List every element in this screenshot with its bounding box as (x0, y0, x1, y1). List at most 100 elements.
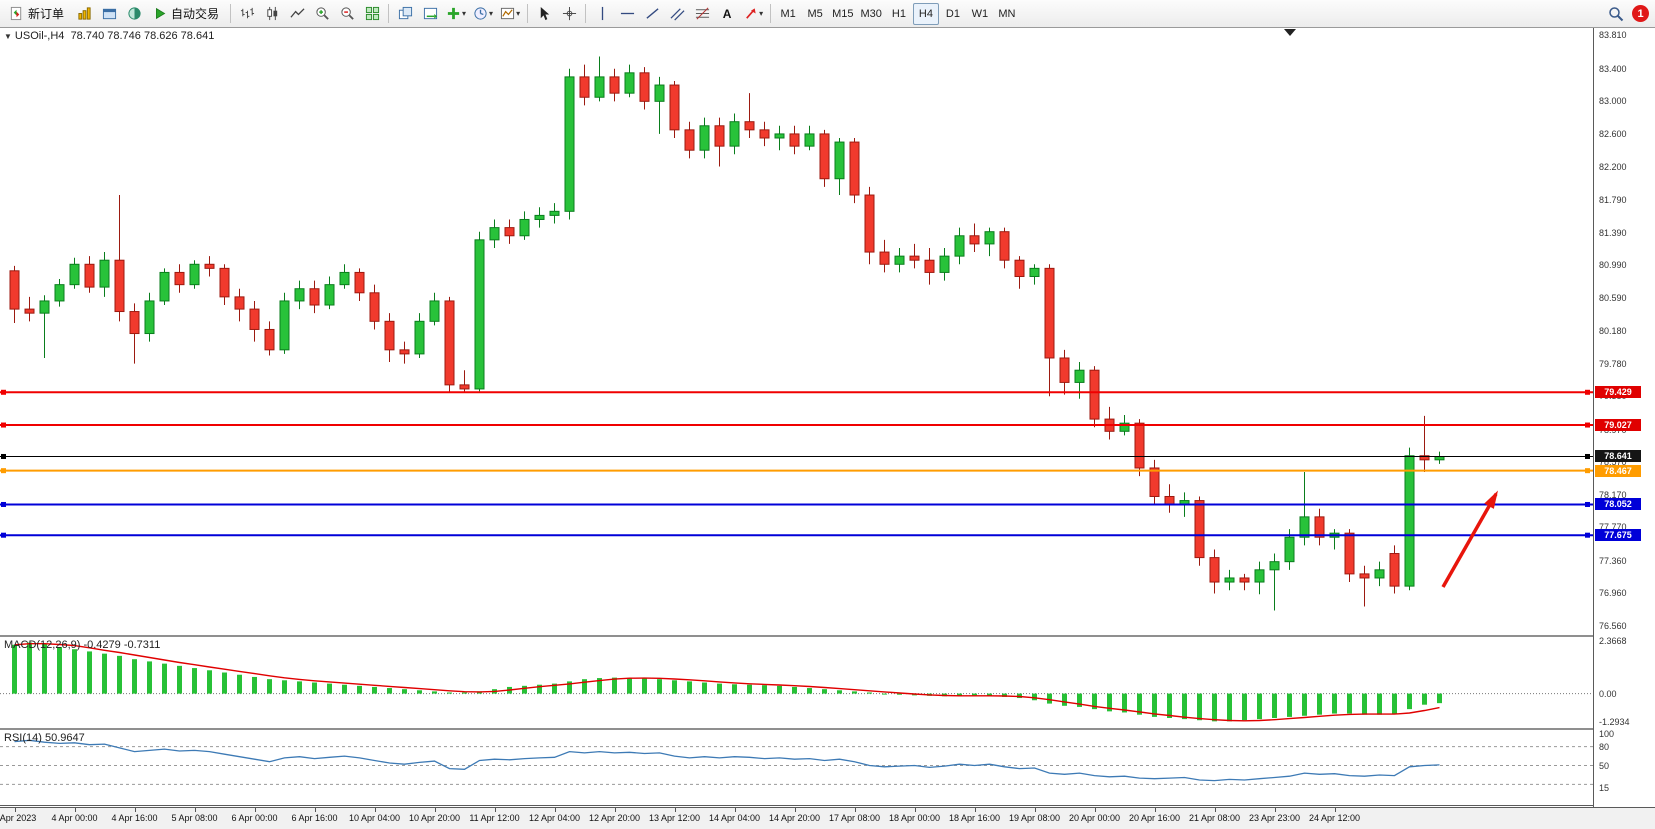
candle-body (789, 133, 800, 147)
candle-body (144, 300, 155, 335)
candle-body (1359, 573, 1370, 579)
candlestick-chart (0, 29, 1593, 611)
autotrading-button[interactable]: 自动交易 (147, 3, 226, 25)
candle-body (1224, 577, 1235, 583)
timeframe-group: M1 M5 M15 M30 H1 H4 D1 W1 MN (775, 2, 1020, 25)
trend-arrow-annotation[interactable] (1441, 490, 1498, 588)
new-order-label: 新订单 (28, 7, 65, 21)
candle-body (1374, 569, 1385, 579)
macd-histogram-bar (537, 684, 542, 694)
timeframe-m15[interactable]: M15 (829, 3, 856, 25)
arrows-tool-icon[interactable]: ▾ (740, 3, 766, 25)
candle-body (654, 84, 665, 102)
macd-histogram-bar (12, 644, 17, 694)
time-axis-tick (674, 808, 676, 812)
time-axis[interactable]: 3 Apr 2023 4 Apr 00:00 4 Apr 16:00 5 Apr 08… (0, 807, 1655, 829)
candle-body (129, 311, 140, 335)
macd-histogram-bar (1137, 693, 1142, 715)
pivot-line-price-badge: 78.467 (1595, 464, 1641, 477)
timeframe-h1[interactable]: H1 (886, 3, 912, 25)
cursor-tool-icon[interactable] (532, 3, 556, 25)
vertical-line-tool-icon[interactable] (590, 3, 614, 25)
new-order-button[interactable]: 新订单 (2, 3, 71, 25)
macd-histogram-bar (1302, 693, 1307, 716)
timeframe-m5[interactable]: M5 (802, 3, 828, 25)
channel-tool-icon[interactable] (665, 3, 689, 25)
horizontal-line-tool-icon[interactable] (615, 3, 639, 25)
candle-body (204, 263, 215, 269)
periods-clock-icon[interactable]: ▾ (470, 3, 496, 25)
line-anchor (1585, 501, 1590, 507)
tile-windows-icon[interactable] (360, 3, 384, 25)
timeframe-m1[interactable]: M1 (775, 3, 801, 25)
support-line-2-price-badge: 77.675 (1595, 529, 1641, 542)
macd-histogram-bar (72, 649, 77, 694)
candle-body (54, 284, 65, 302)
macd-histogram-bar (1407, 693, 1412, 710)
text-tool-icon[interactable]: A (715, 3, 739, 25)
rsi-axis-label: 50 (1599, 760, 1610, 771)
line-chart-type-icon[interactable] (285, 3, 309, 25)
bar-chart-type-icon[interactable] (235, 3, 259, 25)
candle-body (159, 271, 170, 302)
candle-body (9, 270, 20, 310)
rsi-pane[interactable]: RSI(14) 50.9647 (0, 730, 1593, 806)
macd-pane[interactable]: MACD(12,26,9) -0.4279 -0.7311 (0, 637, 1593, 730)
macd-histogram-bar (687, 681, 692, 694)
templates-icon[interactable]: ▾ (497, 3, 523, 25)
rsi-axis-label: 80 (1599, 741, 1610, 752)
candle-body (819, 133, 830, 180)
rsi-chart (0, 739, 1593, 785)
time-axis-label: 13 Apr 12:00 (648, 813, 701, 823)
support-line-1-price-badge: 78.052 (1595, 498, 1641, 511)
auto-scroll-icon[interactable] (418, 3, 442, 25)
time-axis-tick (134, 808, 136, 812)
charts-icon[interactable] (72, 3, 96, 25)
macd-histogram-bar (582, 679, 587, 694)
zoom-out-icon[interactable] (335, 3, 359, 25)
chart-shift-marker-icon[interactable] (1284, 29, 1296, 36)
trendline-tool-icon[interactable] (640, 3, 664, 25)
crosshair-tool-icon[interactable] (557, 3, 581, 25)
cascade-windows-icon[interactable] (393, 3, 417, 25)
price-axis-label: 76.960 (1599, 588, 1627, 599)
candle-body (1239, 577, 1250, 583)
timeframe-d1[interactable]: D1 (940, 3, 966, 25)
ohlc-collapse-icon[interactable]: ▼ (4, 32, 12, 41)
macd-histogram-bar (1182, 693, 1187, 720)
toolbar-right: 1 (1604, 3, 1653, 25)
price-axis[interactable]: 83.810 83.400 83.000 82.600 82.200 81.790 81.3… (1593, 28, 1655, 807)
main-price-pane[interactable]: ▼ USOil-,H4 78.740 78.746 78.626 78.641 (0, 28, 1593, 637)
candlestick-chart-type-icon[interactable] (260, 3, 284, 25)
candle-body (189, 263, 200, 286)
macd-histogram-bar (1392, 693, 1397, 714)
macd-histogram-bar (312, 682, 317, 694)
time-axis-tick (1034, 808, 1036, 812)
candle-body (99, 259, 110, 288)
timeframe-mn[interactable]: MN (994, 3, 1020, 25)
timeframe-w1[interactable]: W1 (967, 3, 993, 25)
candle-body (594, 76, 605, 98)
price-axis-label: 81.790 (1599, 194, 1627, 205)
candle-body (609, 76, 620, 94)
candle-body (1014, 259, 1025, 278)
profiles-icon[interactable] (97, 3, 121, 25)
autotrading-play-icon (156, 7, 166, 20)
search-icon[interactable] (1604, 3, 1628, 25)
resistance-line-1-price-badge: 79.429 (1595, 386, 1641, 399)
macd-histogram-bar (747, 684, 752, 694)
timeframe-m30[interactable]: M30 (858, 3, 885, 25)
candle-body (399, 349, 410, 355)
zoom-in-icon[interactable] (310, 3, 334, 25)
macd-histogram-bar (327, 683, 332, 694)
notification-badge[interactable]: 1 (1632, 5, 1649, 22)
macd-histogram-bar (1287, 693, 1292, 717)
ohlc-values-text: 78.740 78.746 78.626 78.641 (70, 30, 215, 42)
data-window-icon[interactable] (122, 3, 146, 25)
timeframe-h4[interactable]: H4 (912, 2, 939, 25)
time-axis-tick (494, 808, 496, 812)
macd-histogram-bar (642, 678, 647, 694)
fibonacci-tool-icon[interactable] (690, 3, 714, 25)
time-axis-label: 12 Apr 20:00 (588, 813, 641, 823)
add-indicator-icon[interactable]: ▾ (443, 3, 469, 25)
